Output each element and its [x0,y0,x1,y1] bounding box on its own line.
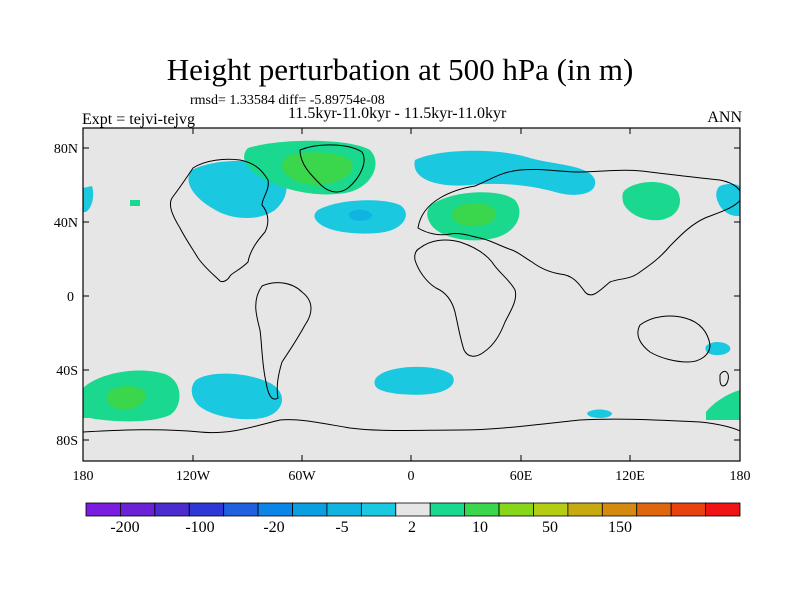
colorbar-label: 2 [408,519,416,536]
colorbar-swatch [188,502,225,517]
colorbar-label: -100 [185,519,214,536]
anomaly-positive-greenland-core [282,152,353,185]
anomaly-positive-europe-core [452,203,497,227]
lat-tick-label: 80S [56,434,78,449]
map-background [83,128,740,461]
colorbar-swatch [601,502,638,517]
coast-north-america [169,158,269,283]
anomaly-positive-mid-pacific-small [130,200,140,206]
colorbar-swatch [120,502,156,517]
lon-tick-label: 60W [288,469,316,484]
colorbar-label: 150 [608,519,632,536]
lon-tick-label: 120E [615,469,645,484]
anomaly-positive-south-pacific-east [706,390,740,420]
colorbar-label: -5 [335,519,348,536]
colorbar-swatch [85,502,121,517]
coast-south-america [255,282,312,400]
colorbar-swatch [223,502,259,517]
colorbar [85,502,741,517]
anomaly-negative-south-indian-small [587,409,612,418]
colorbar-swatch [636,502,672,517]
colorbar-label: -20 [263,519,284,536]
lon-tick-label: 180 [73,469,94,484]
coast-africa [414,239,517,357]
rmsd-diff-stats: rmsd= 1.33584 diff= -5.89754e-08 [190,93,385,108]
colorbar-swatch [705,502,741,517]
colorbar-swatch [257,502,293,517]
coast-greenland [299,144,365,193]
lat-tick-label: 40S [56,364,78,379]
colorbar-swatch [360,502,397,517]
colorbar-swatch [498,502,534,517]
colorbar-label: -200 [110,519,139,536]
colorbar-label: 50 [542,519,558,536]
coast-antarctica [83,418,740,461]
colorbar-swatch [326,502,362,517]
anomaly-negative-tasman [705,341,731,356]
plot-title: Height perturbation at 500 hPa (in m) [166,52,634,87]
colorbar-swatch [429,502,466,517]
lon-tick-label: 60E [510,469,533,484]
lat-tick-label: 40N [54,216,78,231]
lat-tick-label: 80N [54,142,78,157]
colorbar-label: 10 [472,519,488,536]
colorbar-swatch [533,502,569,517]
colorbar-swatch [567,502,603,517]
coastlines [83,144,740,461]
colorbar-swatch [154,502,190,517]
season-label: ANN [707,109,742,126]
anomaly-negative-south-atlantic [374,366,454,395]
experiment-label: Expt = tejvi-tejvg [82,111,195,128]
colorbar-swatch [292,502,328,517]
anomaly-positive-south-pacific-core [106,386,146,410]
lon-tick-label: 0 [408,469,415,484]
lon-tick-label: 120W [176,469,211,484]
anomaly-negative-southeast-pacific [191,373,283,420]
colorbar-swatch [464,502,500,517]
coast-new-zealand [719,370,729,387]
colorbar-swatch [395,502,431,517]
colorbar-swatch [670,502,706,517]
axis-ticks [83,128,740,461]
anomaly-negative-north-atlantic-core [348,209,372,221]
lon-tick-label: 180 [730,469,751,484]
anomaly-negative-north-pacific [716,183,740,216]
lat-tick-label: 0 [67,290,74,305]
anomaly-negative-north-pacific-west [83,186,94,212]
coast-australia [637,315,711,363]
time-range-subtitle: 11.5kyr-11.0kyr - 11.5kyr-11.0kyr [288,105,507,122]
anomaly-positive-east-asia [622,181,680,221]
coast-eurasia [417,168,740,296]
colorbar-labels: -200 -100 -20 -5 2 10 50 150 [110,519,632,536]
